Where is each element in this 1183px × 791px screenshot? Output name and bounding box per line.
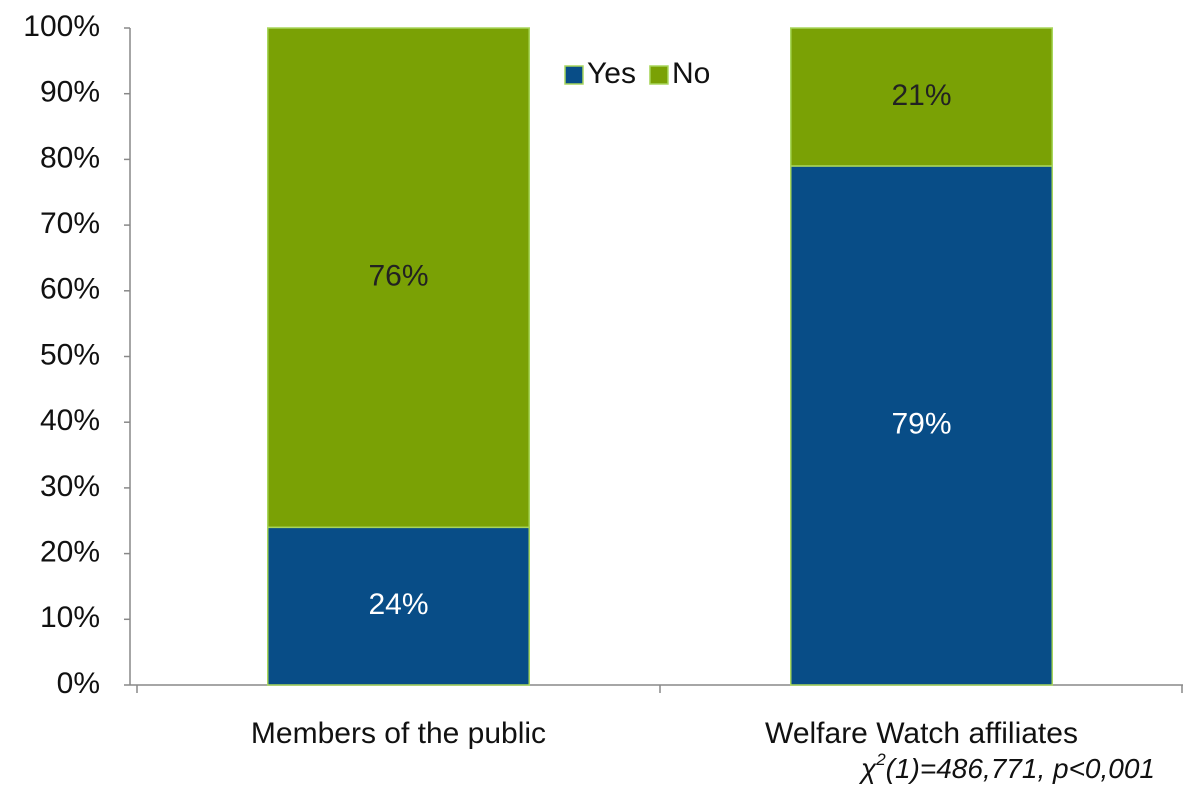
value-label: 24% <box>368 588 428 621</box>
value-label: 79% <box>891 407 951 440</box>
annotation-superscript: 2 <box>875 750 886 769</box>
y-tick-label: 90% <box>40 76 100 109</box>
y-tick-label: 60% <box>40 273 100 306</box>
x-tick-label: Welfare Watch affiliates <box>765 717 1078 750</box>
annotation: χ2(1)=486,771, p<0,001 <box>858 750 1155 784</box>
y-tick-label: 40% <box>40 404 100 437</box>
y-tick-label: 100% <box>23 10 100 43</box>
value-label: 76% <box>368 260 428 293</box>
value-label: 21% <box>891 79 951 112</box>
bar-segment <box>790 27 1053 167</box>
legend-swatch <box>564 65 584 85</box>
x-tick-label: Members of the public <box>251 717 546 750</box>
y-tick-label: 80% <box>40 141 100 174</box>
y-tick-label: 10% <box>40 601 100 634</box>
annotation-symbol: χ <box>858 753 877 784</box>
y-tick-label: 30% <box>40 470 100 503</box>
legend-label: Yes <box>587 57 636 90</box>
bar-segment <box>790 165 1053 686</box>
annotation-text: (1)=486,771, p<0,001 <box>886 753 1155 784</box>
bar-segment <box>267 526 530 686</box>
legend-label: No <box>672 57 710 90</box>
y-tick-label: 70% <box>40 207 100 240</box>
y-tick-label: 0% <box>57 667 100 700</box>
y-tick-label: 20% <box>40 536 100 569</box>
bar-segment <box>267 27 530 529</box>
y-tick-label: 50% <box>40 338 100 371</box>
legend-swatch <box>649 65 669 85</box>
